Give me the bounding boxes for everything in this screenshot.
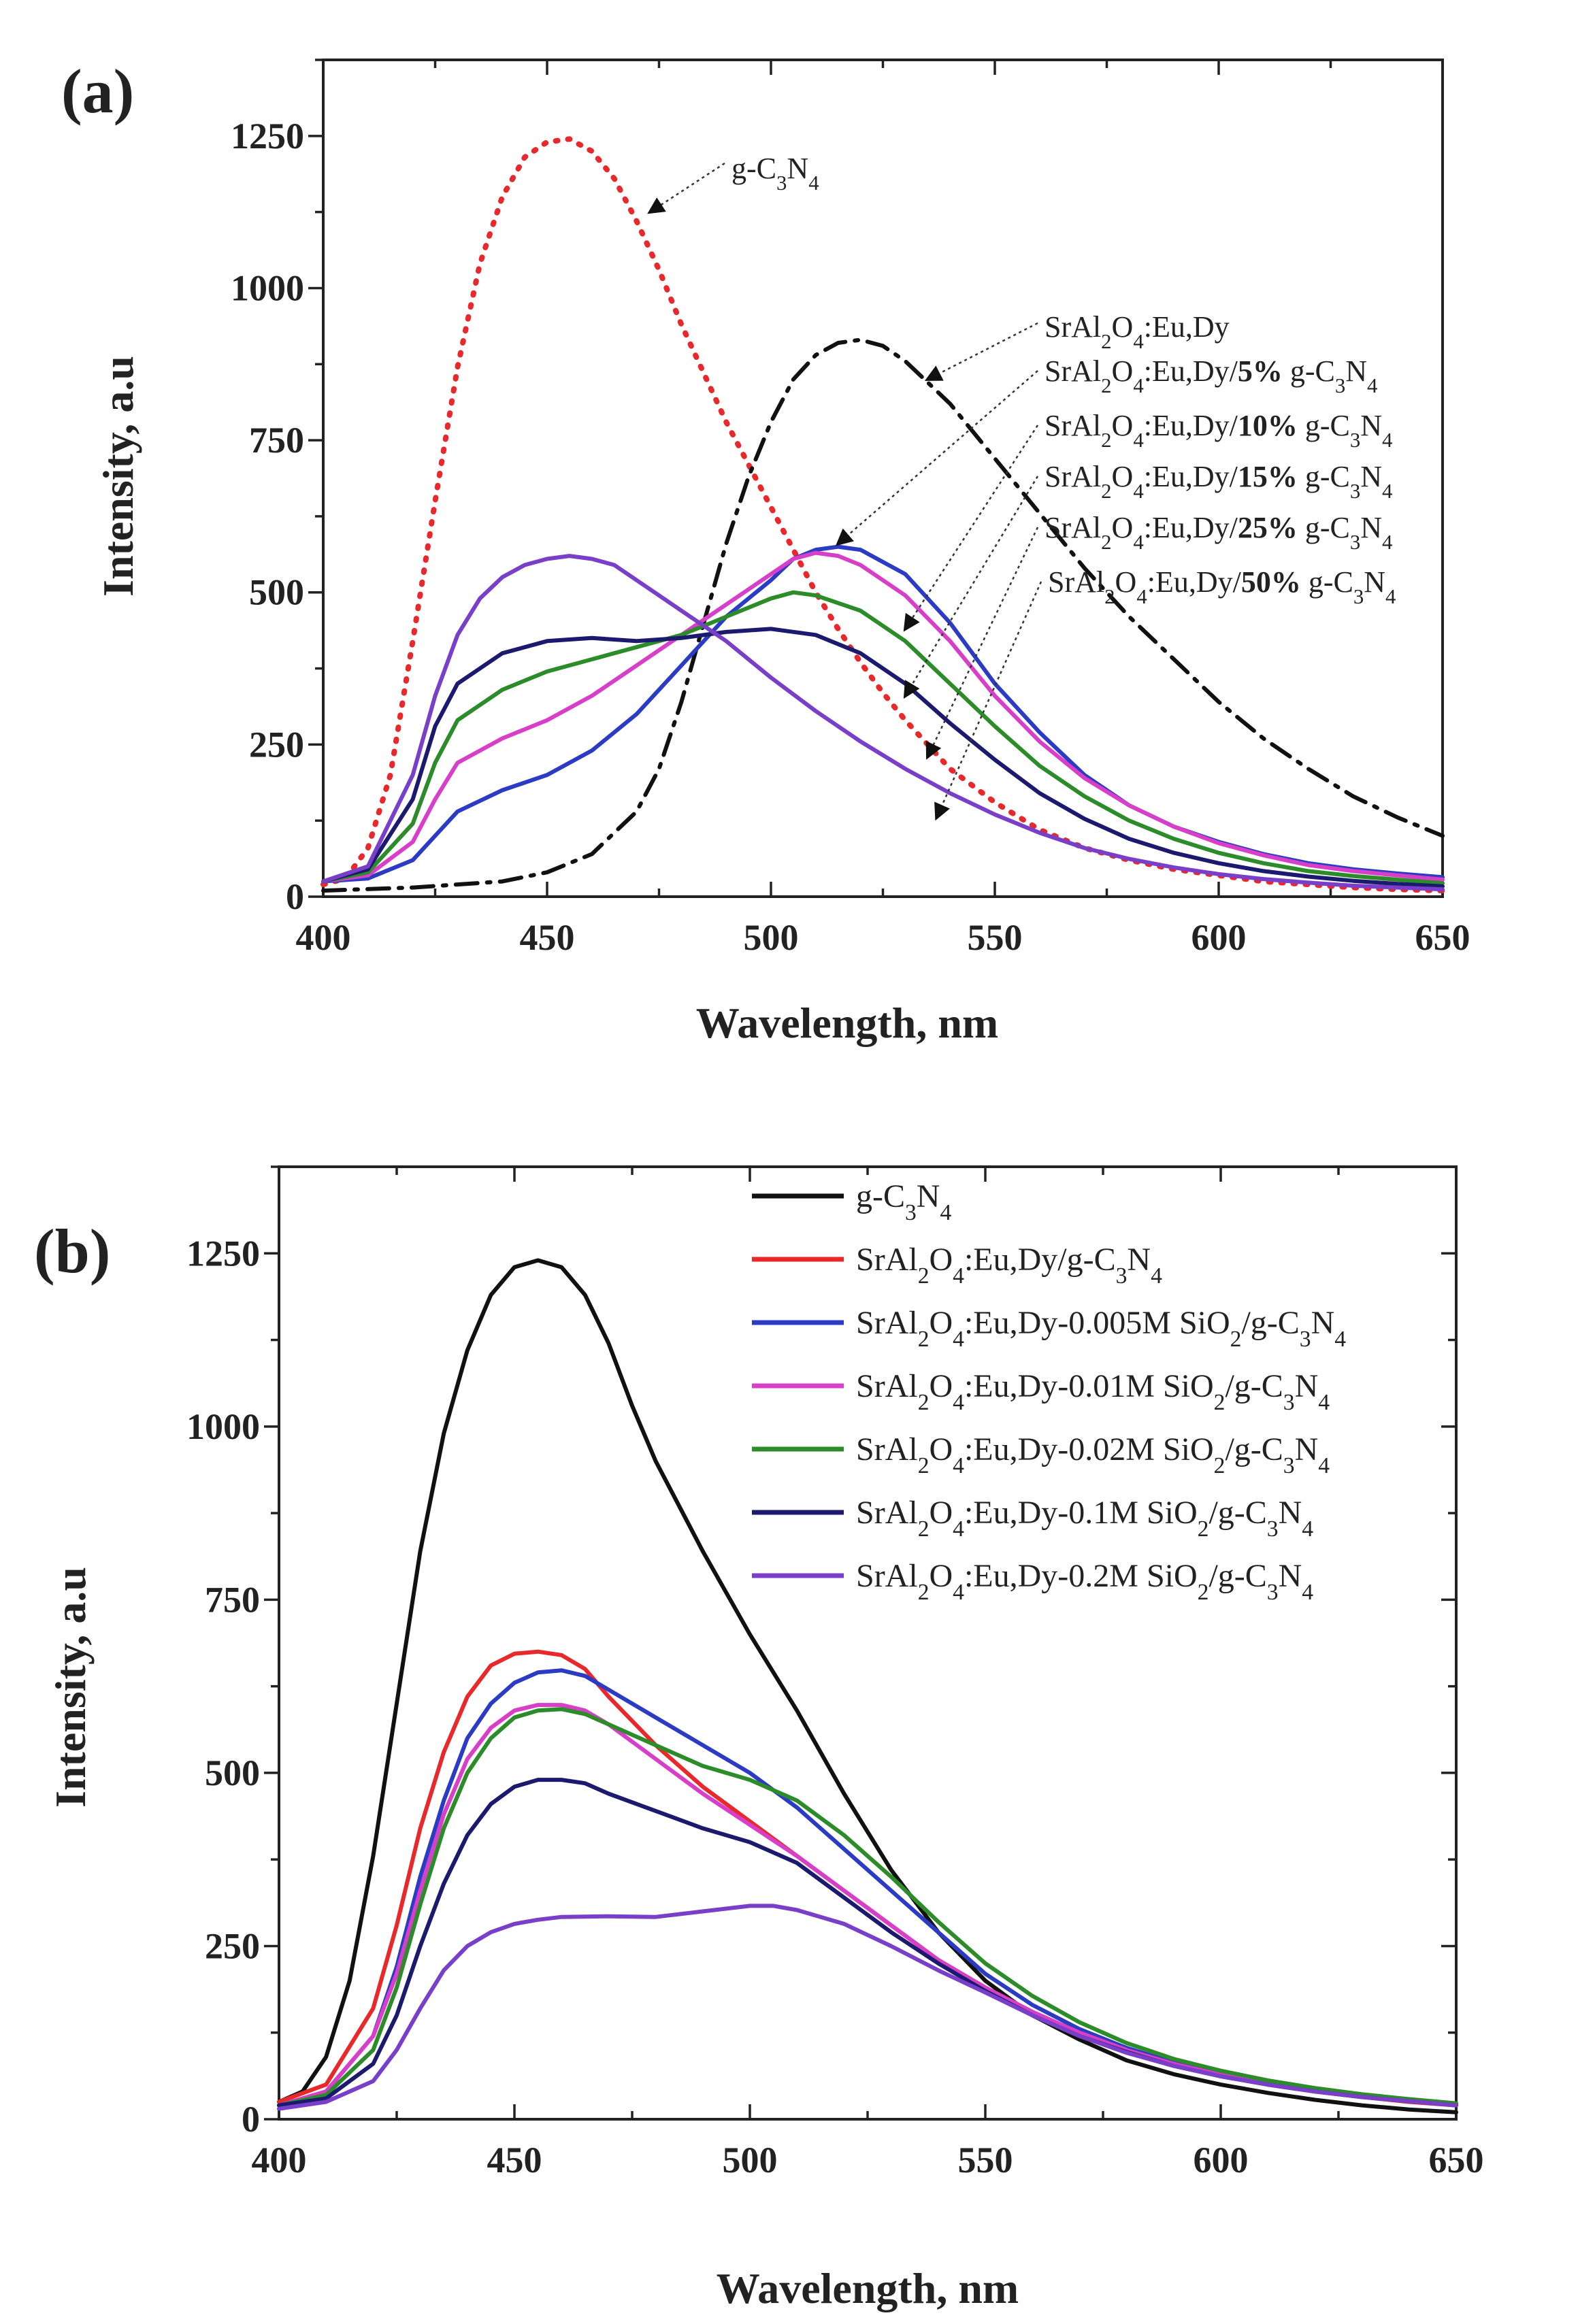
a-y-tick-label: 0 xyxy=(286,876,304,917)
panel-a-annotation-sral2o4-eu-dy-50-g-c3n4: SrAl2O4:Eu,Dy/50% g-C3N4 xyxy=(1048,565,1396,608)
panel-b-legend-label-sral2o4-eu-dy-0-005m-sio2-g-c3n4: SrAl2O4:Eu,Dy-0.005M SiO2/g-C3N4 xyxy=(856,1305,1346,1352)
panel-a-annotation-arrow xyxy=(924,322,1038,381)
panel-a-y-axis-title: Intensity, a.u xyxy=(94,356,142,597)
b-x-tick-label: 550 xyxy=(958,2140,1013,2180)
b-series-line-sral2o4-eu-dy-0-2m-sio2-g-c3n4 xyxy=(277,1904,1458,2111)
a-y-tick-label: 250 xyxy=(249,724,304,765)
panel-b-legend-label-sral2o4-eu-dy-0-01m-sio2-g-c3n4: SrAl2O4:Eu,Dy-0.01M SiO2/g-C3N4 xyxy=(856,1368,1330,1415)
panel-b-legend-label-sral2o4-eu-dy-0-2m-sio2-g-c3n4: SrAl2O4:Eu,Dy-0.2M SiO2/g-C3N4 xyxy=(856,1558,1313,1605)
b-y-tick-label: 1000 xyxy=(186,1406,260,1447)
b-series-line-sral2o4-eu-dy-0-02m-sio2-g-c3n4 xyxy=(277,1707,1458,2108)
b-y-tick-label: 500 xyxy=(205,1753,260,1793)
a-series-line-sral2o4-eu-dy-25-g-c3n4 xyxy=(321,627,1445,889)
panel-a-annotation-sral2o4-eu-dy-15-g-c3n4: SrAl2O4:Eu,Dy/15% g-C3N4 xyxy=(1045,460,1392,503)
panel-b-series xyxy=(277,1258,1458,2114)
b-x-tick-label: 400 xyxy=(252,2140,307,2180)
a-x-tick-label: 500 xyxy=(744,917,799,958)
panel-a-label: (a) xyxy=(61,56,134,126)
panel-a-series xyxy=(320,136,1445,894)
a-series-line-sral2o4-eu-dy xyxy=(321,337,1445,893)
b-x-tick-label: 450 xyxy=(487,2140,542,2180)
panel-b-legend-label-sral2o4-eu-dy-g-c3n4: SrAl2O4:Eu,Dy/g-C3N4 xyxy=(856,1242,1162,1289)
panel-b-axes: 400 450 500 550 600 650 0 250 500 750 1000 1250 xyxy=(186,1165,1484,2180)
panel-a-annotation-arrow xyxy=(647,162,725,214)
b-y-tick-label: 0 xyxy=(242,2099,260,2140)
a-series-line-sral2o4-eu-dy-10-g-c3n4 xyxy=(321,550,1445,884)
panel-b-y-axis-title: Intensity, a.u xyxy=(46,1567,95,1808)
a-x-tick-label: 650 xyxy=(1415,917,1470,958)
a-y-tick-label: 1250 xyxy=(231,116,304,156)
panel-b-legend-label-sral2o4-eu-dy-0-02m-sio2-g-c3n4: SrAl2O4:Eu,Dy-0.02M SiO2/g-C3N4 xyxy=(856,1431,1330,1478)
panel-b-legend: g-C3N4 SrAl2O4:Eu,Dy/g-C3N4 SrAl2O4:Eu,Dy-… xyxy=(752,1178,1346,1605)
b-x-tick-label: 600 xyxy=(1194,2140,1249,2180)
panel-a-annotation-sral2o4-eu-dy-5-g-c3n4: SrAl2O4:Eu,Dy/5% g-C3N4 xyxy=(1045,354,1377,397)
panel-b-legend-label-g-c3n4: g-C3N4 xyxy=(856,1178,951,1225)
panel-a-chart: (a) 400 450 500 550 600 650 0 250 500 750 1000 1250… xyxy=(61,56,1470,1047)
panel-a-annotation-g-c3n4: g-C3N4 xyxy=(731,152,819,195)
a-x-tick-label: 550 xyxy=(968,917,1023,958)
panel-a-annotation-arrow xyxy=(835,370,1038,546)
b-y-tick-label: 250 xyxy=(205,1925,260,1966)
a-x-tick-label: 400 xyxy=(296,917,351,958)
panel-a-annotation-arrow xyxy=(903,425,1039,632)
panel-b-legend-label-sral2o4-eu-dy-0-1m-sio2-g-c3n4: SrAl2O4:Eu,Dy-0.1M SiO2/g-C3N4 xyxy=(856,1495,1313,1542)
panel-b-label: (b) xyxy=(34,1216,110,1286)
panel-a-annotation-sral2o4-eu-dy-25-g-c3n4: SrAl2O4:Eu,Dy/25% g-C3N4 xyxy=(1045,511,1392,554)
a-y-tick-label: 500 xyxy=(249,572,304,613)
panel-a-annotation-sral2o4-eu-dy-10-g-c3n4: SrAl2O4:Eu,Dy/10% g-C3N4 xyxy=(1045,409,1392,452)
a-x-tick-label: 600 xyxy=(1191,917,1247,958)
b-series-line-g-c3n4 xyxy=(277,1258,1458,2114)
a-series-line-sral2o4-eu-dy-15-g-c3n4 xyxy=(321,590,1445,886)
a-series-line-sral2o4-eu-dy-50-g-c3n4 xyxy=(321,554,1445,892)
panel-a-axes: 400 450 500 550 600 650 0 250 500 750 1000 1250 xyxy=(231,59,1470,958)
a-x-tick-label: 450 xyxy=(520,917,575,958)
b-y-tick-label: 750 xyxy=(205,1579,260,1620)
panel-b-x-axis-title: Wavelength, nm xyxy=(717,2264,1019,2312)
a-y-tick-label: 1000 xyxy=(231,267,304,308)
b-x-tick-label: 650 xyxy=(1429,2140,1484,2180)
b-y-tick-label: 1250 xyxy=(186,1233,260,1274)
panel-a-annotation-sral2o4-eu-dy: SrAl2O4:Eu,Dy xyxy=(1045,310,1230,353)
a-y-tick-label: 750 xyxy=(249,420,304,461)
panel-a-x-axis-title: Wavelength, nm xyxy=(696,999,998,1047)
panel-b-chart: (b) 400 450 500 550 600 650 0 250 500 750 1000 1250… xyxy=(34,1165,1484,2312)
panel-a-annotation-arrow xyxy=(934,581,1042,821)
b-x-tick-label: 500 xyxy=(723,2140,778,2180)
